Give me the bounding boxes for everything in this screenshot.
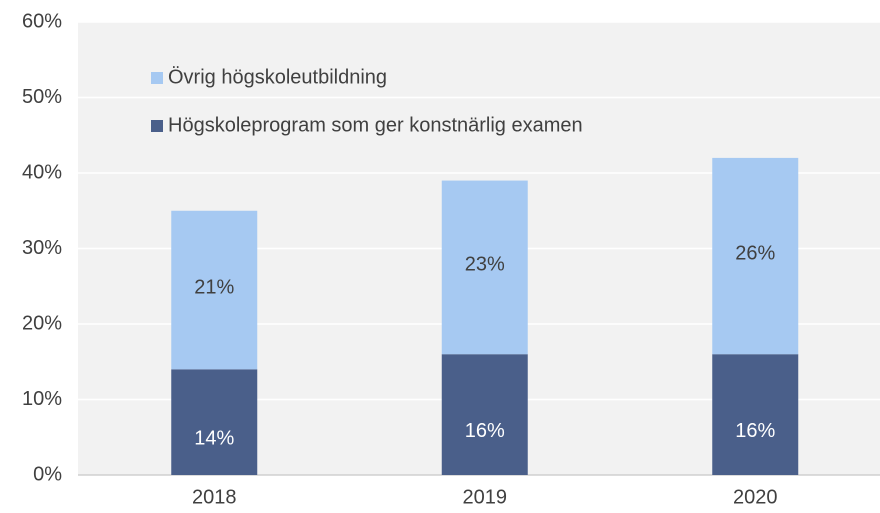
legend-swatch bbox=[151, 120, 163, 132]
legend-label: Övrig högskoleutbildning bbox=[168, 66, 387, 88]
y-tick-label: 20% bbox=[22, 312, 62, 334]
y-tick-label: 30% bbox=[22, 237, 62, 259]
y-tick-label: 0% bbox=[33, 463, 62, 485]
data-label: 23% bbox=[465, 254, 505, 276]
data-label: 16% bbox=[465, 420, 505, 442]
y-tick-label: 50% bbox=[22, 86, 62, 108]
data-label: 26% bbox=[735, 242, 775, 264]
data-label: 21% bbox=[194, 276, 234, 298]
y-tick-label: 10% bbox=[22, 388, 62, 410]
legend-label: Högskoleprogram som ger konstnärlig exam… bbox=[168, 114, 583, 136]
x-tick-label: 2019 bbox=[463, 486, 508, 508]
legend-swatch bbox=[151, 72, 163, 84]
data-label: 16% bbox=[735, 420, 775, 442]
bar-segment bbox=[712, 157, 799, 355]
bar-segment bbox=[171, 369, 258, 475]
y-tick-label: 40% bbox=[22, 161, 62, 183]
x-tick-label: 2018 bbox=[192, 486, 237, 508]
data-label: 14% bbox=[194, 427, 234, 449]
y-tick-label: 60% bbox=[22, 10, 62, 32]
x-tick-label: 2020 bbox=[733, 486, 778, 508]
bar-segment bbox=[712, 354, 799, 475]
bar-segment bbox=[441, 354, 528, 475]
bar-segment bbox=[441, 180, 528, 355]
bar-segment bbox=[171, 210, 258, 370]
